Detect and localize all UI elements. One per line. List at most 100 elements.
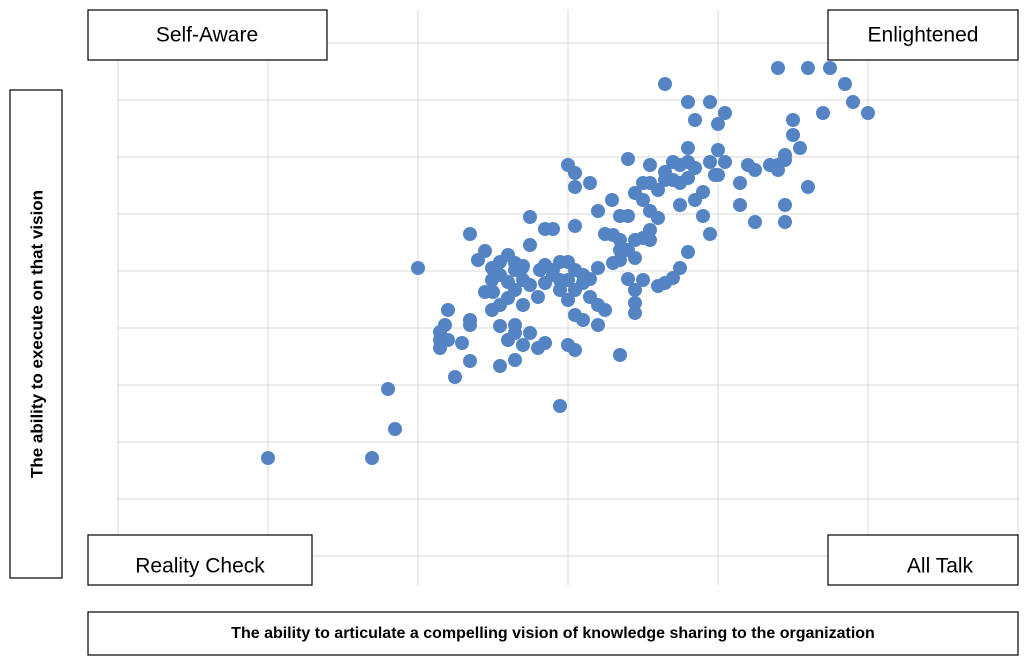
point bbox=[628, 296, 642, 310]
point bbox=[673, 198, 687, 212]
point bbox=[568, 166, 582, 180]
point bbox=[448, 370, 462, 384]
point bbox=[838, 77, 852, 91]
point bbox=[786, 113, 800, 127]
point bbox=[598, 303, 612, 317]
point bbox=[568, 343, 582, 357]
point bbox=[621, 272, 635, 286]
point bbox=[801, 180, 815, 194]
point bbox=[606, 228, 620, 242]
point bbox=[816, 106, 830, 120]
point bbox=[711, 143, 725, 157]
point bbox=[621, 209, 635, 223]
point bbox=[516, 298, 530, 312]
point bbox=[508, 353, 522, 367]
point bbox=[643, 158, 657, 172]
point bbox=[388, 422, 402, 436]
point bbox=[823, 61, 837, 75]
point bbox=[703, 95, 717, 109]
point bbox=[516, 338, 530, 352]
point bbox=[568, 308, 582, 322]
point bbox=[478, 244, 492, 258]
label-box bbox=[827, 534, 1019, 586]
quadrant-label: Self-Aware bbox=[156, 24, 258, 47]
point bbox=[568, 219, 582, 233]
point bbox=[523, 238, 537, 252]
point bbox=[718, 106, 732, 120]
point bbox=[636, 273, 650, 287]
point bbox=[681, 95, 695, 109]
point bbox=[501, 333, 515, 347]
point bbox=[493, 359, 507, 373]
point bbox=[516, 259, 530, 273]
point bbox=[748, 163, 762, 177]
point bbox=[441, 333, 455, 347]
point bbox=[703, 155, 717, 169]
point bbox=[516, 273, 530, 287]
point bbox=[531, 341, 545, 355]
point bbox=[696, 209, 710, 223]
quadrant-label: All Talk bbox=[907, 555, 974, 578]
point bbox=[546, 222, 560, 236]
point bbox=[538, 276, 552, 290]
point bbox=[696, 185, 710, 199]
point bbox=[591, 204, 605, 218]
point bbox=[711, 117, 725, 131]
point bbox=[583, 176, 597, 190]
point bbox=[643, 204, 657, 218]
point bbox=[681, 245, 695, 259]
point bbox=[786, 128, 800, 142]
point bbox=[523, 210, 537, 224]
point bbox=[643, 223, 657, 237]
quadrant-label: Enlightened bbox=[868, 24, 979, 47]
point bbox=[568, 283, 582, 297]
point bbox=[613, 253, 627, 267]
point bbox=[846, 95, 860, 109]
label-box bbox=[87, 534, 313, 586]
point bbox=[651, 279, 665, 293]
point bbox=[455, 336, 469, 350]
point bbox=[748, 215, 762, 229]
point bbox=[778, 198, 792, 212]
label-box bbox=[827, 9, 1019, 61]
point bbox=[771, 61, 785, 75]
point bbox=[651, 183, 665, 197]
y-label-box bbox=[9, 89, 63, 579]
point bbox=[553, 399, 567, 413]
point bbox=[553, 283, 567, 297]
point bbox=[733, 198, 747, 212]
point bbox=[688, 161, 702, 175]
point bbox=[411, 261, 425, 275]
point bbox=[561, 273, 575, 287]
point bbox=[861, 106, 875, 120]
point bbox=[485, 303, 499, 317]
point bbox=[568, 180, 582, 194]
point bbox=[643, 233, 657, 247]
point bbox=[681, 141, 695, 155]
point bbox=[733, 176, 747, 190]
point bbox=[501, 275, 515, 289]
point bbox=[576, 268, 590, 282]
point bbox=[771, 163, 785, 177]
point bbox=[546, 263, 560, 277]
quadrant-labels: Self-Aware Enlightened Reality Check All… bbox=[87, 9, 1019, 586]
point bbox=[463, 318, 477, 332]
point bbox=[441, 303, 455, 317]
point bbox=[605, 193, 619, 207]
point bbox=[778, 215, 792, 229]
point bbox=[708, 168, 722, 182]
point bbox=[561, 293, 575, 307]
point bbox=[613, 348, 627, 362]
point bbox=[673, 261, 687, 275]
point bbox=[658, 173, 672, 187]
x-label-box bbox=[87, 611, 1019, 656]
point bbox=[628, 186, 642, 200]
point bbox=[463, 227, 477, 241]
point bbox=[478, 285, 492, 299]
point bbox=[628, 251, 642, 265]
point bbox=[438, 318, 452, 332]
y-axis-label: The ability to execute on that vision bbox=[27, 190, 46, 478]
quadrant-label: Reality Check bbox=[135, 555, 265, 578]
points bbox=[261, 61, 875, 465]
